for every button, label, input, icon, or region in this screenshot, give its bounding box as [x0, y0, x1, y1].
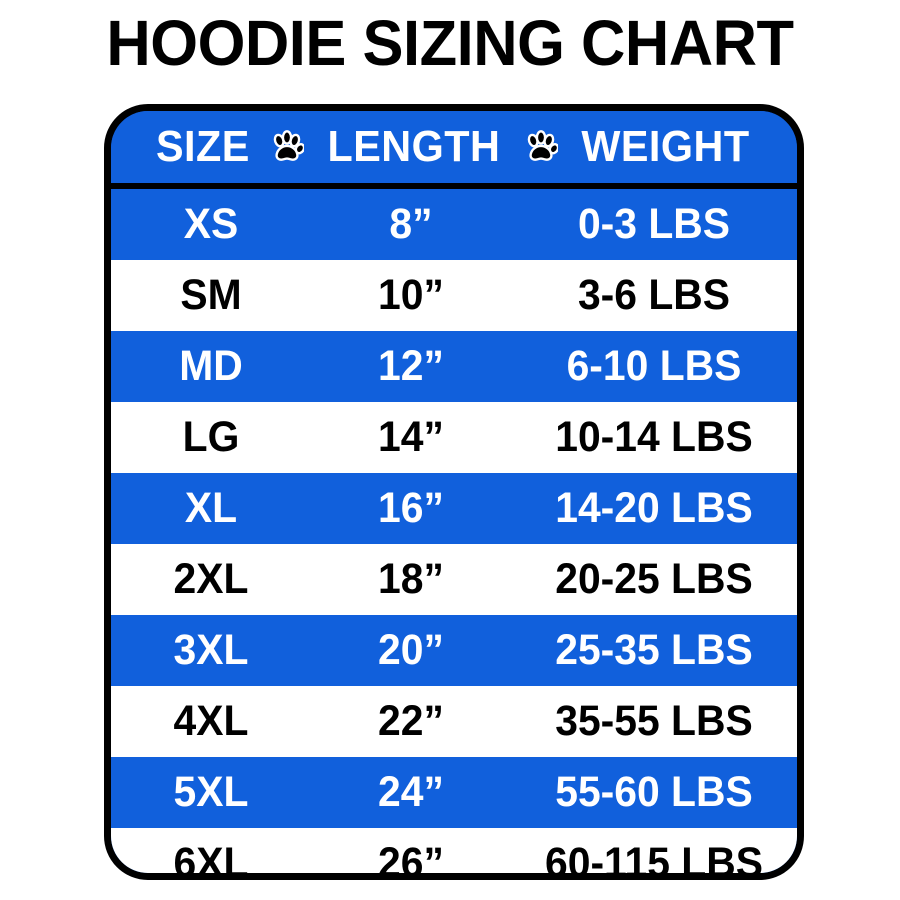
size-cell: MD	[179, 342, 243, 390]
size-cell: XS	[183, 200, 239, 248]
column-header-weight: WEIGHT	[581, 122, 750, 171]
size-cell: 6XL	[173, 839, 249, 880]
paw-print-icon	[270, 130, 305, 164]
weight-cell: 25-35 LBS	[555, 626, 753, 674]
column-header-size: SIZE	[155, 122, 250, 171]
length-cell: 8”	[389, 200, 433, 248]
table-body: XS 8” 0-3 LBS SM 10” 3-6 LBS MD 12” 6-10 LBS LG 14…	[111, 189, 797, 880]
paw-print-icon	[524, 130, 559, 164]
weight-cell: 35-55 LBS	[555, 697, 753, 745]
length-cell: 10”	[378, 271, 444, 319]
weight-cell: 20-25 LBS	[555, 555, 753, 603]
table-row: 3XL 20” 25-35 LBS	[111, 615, 797, 686]
column-header-length: LENGTH	[327, 122, 501, 171]
weight-cell: 0-3 LBS	[577, 200, 731, 248]
size-cell: SM	[180, 271, 242, 319]
table-row: 6XL 26” 60-115 LBS	[111, 828, 797, 880]
table-row: 5XL 24” 55-60 LBS	[111, 757, 797, 828]
length-cell: 16”	[378, 484, 444, 532]
length-cell: 22”	[378, 697, 444, 745]
length-cell: 26”	[378, 839, 444, 880]
length-cell: 24”	[378, 768, 444, 816]
length-cell: 12”	[378, 342, 444, 390]
weight-cell: 14-20 LBS	[555, 484, 753, 532]
length-cell: 14”	[378, 413, 444, 461]
sizing-chart-card: SIZE LENGTH	[104, 104, 804, 880]
length-cell: 20”	[378, 626, 444, 674]
weight-cell: 3-6 LBS	[577, 271, 731, 319]
weight-cell: 10-14 LBS	[555, 413, 753, 461]
weight-cell: 60-115 LBS	[545, 839, 763, 880]
length-cell: 18”	[378, 555, 444, 603]
size-cell: 2XL	[173, 555, 249, 603]
table-row: 4XL 22” 35-55 LBS	[111, 686, 797, 757]
size-cell: 5XL	[173, 768, 249, 816]
table-row: MD 12” 6-10 LBS	[111, 331, 797, 402]
table-row: LG 14” 10-14 LBS	[111, 402, 797, 473]
weight-cell: 6-10 LBS	[566, 342, 742, 390]
size-cell: XL	[184, 484, 238, 532]
weight-cell: 55-60 LBS	[555, 768, 753, 816]
size-cell: 3XL	[173, 626, 249, 674]
page-title: HOODIE SIZING CHART	[106, 7, 794, 79]
table-row: XS 8” 0-3 LBS	[111, 189, 797, 260]
table-row: XL 16” 14-20 LBS	[111, 473, 797, 544]
table-row: 2XL 18” 20-25 LBS	[111, 544, 797, 615]
table-header-row: SIZE LENGTH	[111, 111, 797, 189]
size-cell: 4XL	[173, 697, 249, 745]
size-cell: LG	[182, 413, 240, 461]
table-row: SM 10” 3-6 LBS	[111, 260, 797, 331]
